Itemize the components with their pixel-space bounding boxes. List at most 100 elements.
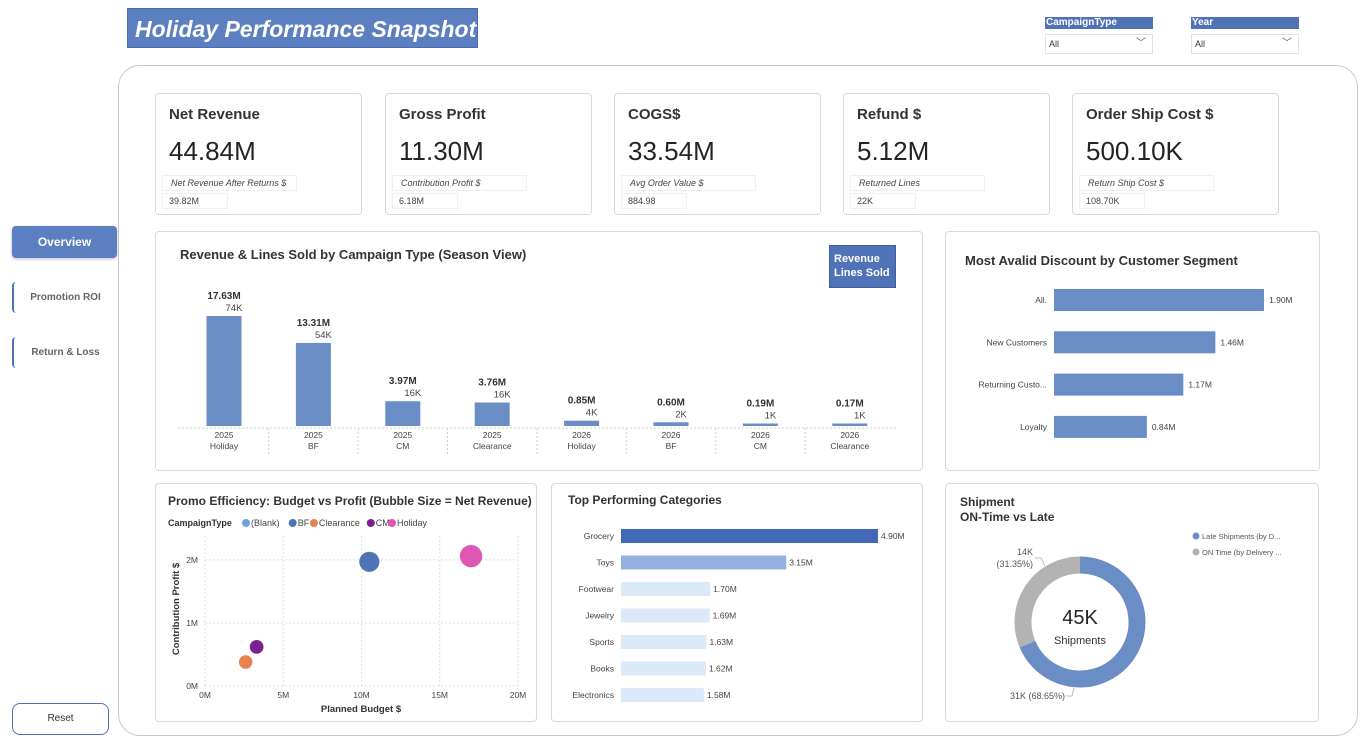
shipment-donut-chart: 45K Shipments 14K (31.35%) 31K (68.65%) … (996, 532, 1282, 701)
bubble-point[interactable] (249, 640, 264, 654)
bubble-point[interactable] (238, 655, 253, 669)
category-bar[interactable] (621, 582, 711, 596)
chart-title-line2: ON-Time vs Late (960, 510, 1055, 524)
category-label: Toys (597, 558, 614, 568)
legend-title: CampaignType (168, 518, 232, 528)
campaign-type-slicer-label: CampaignType (1045, 17, 1153, 29)
revenue-lines-chart-card[interactable]: Revenue & Lines Sold by Campaign Type (S… (155, 231, 923, 471)
revenue-bar[interactable] (653, 422, 689, 426)
x-tick-label: 15M (431, 690, 448, 700)
revenue-bar[interactable] (206, 316, 242, 426)
nav-promotion-roi-button[interactable]: Promotion ROI (12, 282, 117, 313)
legend-marker (288, 519, 297, 527)
bubble-point[interactable] (359, 551, 380, 572)
year-slicer-label: Year (1191, 17, 1299, 29)
segment-bar[interactable] (1054, 373, 1184, 396)
kpi-card-order-ship-cost[interactable]: Order Ship Cost $ 500.10K Return Ship Co… (1072, 93, 1279, 215)
year-dropdown[interactable]: All ﹀ (1191, 34, 1299, 54)
category-value-label: 4.90M (881, 531, 905, 541)
year-slicer[interactable]: Year All ﹀ (1191, 17, 1299, 54)
lines-sold-data-label: 74K (226, 303, 244, 314)
category-value-label: 3.15M (789, 558, 813, 568)
donut-slice-ontime[interactable] (1014, 556, 1081, 648)
x-tick-label: 20M (510, 690, 527, 700)
kpi-sub-value: 22K (850, 193, 916, 209)
legend-marker (309, 519, 318, 527)
legend-item[interactable]: BF (298, 518, 310, 528)
y-axis-title: Contribution Profit $ (171, 562, 182, 655)
kpi-card-refund[interactable]: Refund $ 5.12M Returned Lines 22K (843, 93, 1050, 215)
campaign-type-slicer[interactable]: CampaignType All ﹀ (1045, 17, 1153, 54)
category-bar[interactable] (621, 608, 710, 623)
revenue-lines-chart: 17.63M74K2025Holiday13.31M54K2025BF3.97M… (178, 291, 896, 454)
revenue-bar[interactable] (564, 420, 600, 426)
x-tick-label-year: 2025 (393, 430, 412, 440)
segment-value-label: 1.17M (1188, 380, 1212, 390)
campaign-type-dropdown[interactable]: All ﹀ (1045, 34, 1153, 54)
chart-legend[interactable]: Revenue Lines Sold (829, 245, 896, 288)
category-bar[interactable] (621, 688, 704, 702)
legend-item[interactable]: (Blank) (251, 518, 280, 528)
revenue-bar[interactable] (742, 423, 778, 427)
category-value-label: 1.63M (709, 637, 733, 647)
category-bar[interactable] (621, 635, 707, 649)
revenue-bar[interactable] (295, 342, 331, 426)
segment-value-label: 0.84M (1152, 422, 1176, 432)
kpi-sub-value: 6.18M (392, 193, 458, 209)
donut-label-ontime-2: (31.35%) (996, 559, 1033, 569)
bubble-point[interactable] (459, 544, 483, 568)
legend-item[interactable]: Clearance (319, 518, 360, 528)
kpi-card-gross-profit[interactable]: Gross Profit 11.30M Contribution Profit … (385, 93, 592, 215)
revenue-data-label: 17.63M (207, 291, 240, 302)
revenue-bar[interactable] (832, 423, 868, 427)
category-value-label: 1.70M (713, 584, 737, 594)
top-categories-chart: Grocery 4.90M Toys 3.15M Footwear 1.70M Jewelr… (572, 529, 905, 702)
revenue-data-label: 3.97M (389, 376, 417, 387)
revenue-data-label: 0.60M (657, 397, 685, 408)
x-tick-label-year: 2026 (840, 430, 859, 440)
dashboard-title-banner: Holiday Performance Snapshot (127, 8, 478, 48)
discount-segment-chart-card[interactable]: Most Avalid Discount by Customer Segment… (945, 231, 1320, 471)
legend-item[interactable]: Holiday (397, 518, 428, 528)
nav-return-loss-button[interactable]: Return & Loss (12, 337, 117, 368)
legend-ontime[interactable]: ON Time (by Delivery ... (1202, 548, 1282, 557)
lines-sold-data-label: 1K (854, 411, 866, 422)
x-tick-label-year: 2026 (751, 430, 770, 440)
reset-button[interactable]: Reset (12, 703, 109, 735)
revenue-bar[interactable] (474, 402, 510, 426)
legend-item-revenue[interactable]: Revenue (834, 253, 880, 265)
segment-bar[interactable] (1054, 331, 1216, 354)
legend-item-lines-sold[interactable]: Lines Sold (834, 267, 890, 279)
legend-item[interactable]: CM (376, 518, 390, 528)
shipment-donut-card[interactable]: Shipment ON-Time vs Late 45K Shipments 1… (945, 483, 1319, 722)
segment-bar[interactable] (1054, 415, 1147, 438)
discount-segment-chart: All. 1.90M New Customers 1.46M Returning Cus… (978, 289, 1293, 438)
kpi-sub-value: 884.98 (621, 193, 687, 209)
lines-sold-data-label: 16K (404, 388, 422, 399)
lines-sold-data-label: 54K (315, 330, 333, 341)
donut-slice-late[interactable] (1019, 556, 1146, 688)
nav-overview-button[interactable]: Overview (12, 226, 117, 258)
legend-late[interactable]: Late Shipments (by D... (1202, 532, 1280, 541)
chevron-down-icon[interactable]: ﹀ (1282, 38, 1292, 49)
chevron-down-icon[interactable]: ﹀ (1136, 38, 1146, 49)
lines-sold-data-label: 4K (586, 408, 598, 419)
kpi-value: 500.10K (1086, 136, 1183, 166)
kpi-card-net-revenue[interactable]: Net Revenue 44.84M Net Revenue After Ret… (155, 93, 362, 215)
x-tick-label-year: 2025 (304, 430, 323, 440)
top-categories-chart-card[interactable]: Top Performing Categories Grocery 4.90M To… (551, 483, 923, 722)
segment-value-label: 1.46M (1220, 337, 1244, 347)
x-tick-label: 5M (277, 690, 289, 700)
revenue-bar[interactable] (385, 401, 421, 426)
chart-title: Revenue & Lines Sold by Campaign Type (S… (180, 247, 527, 262)
category-bar[interactable] (621, 555, 787, 570)
category-bar[interactable] (621, 529, 878, 543)
category-bar[interactable] (621, 661, 706, 676)
promo-efficiency-chart: CampaignType (Blank) BF Clearance CM Holiday 0… (168, 518, 527, 715)
lines-sold-data-label: 1K (765, 411, 777, 422)
kpi-sub-label: Avg Order Value $ (621, 175, 756, 191)
kpi-sub-label: Return Ship Cost $ (1079, 175, 1214, 191)
kpi-card-cogs[interactable]: COGS$ 33.54M Avg Order Value $ 884.98 (614, 93, 821, 215)
segment-bar[interactable] (1054, 289, 1264, 311)
promo-efficiency-chart-card[interactable]: Promo Efficiency: Budget vs Profit (Bubb… (155, 483, 537, 722)
